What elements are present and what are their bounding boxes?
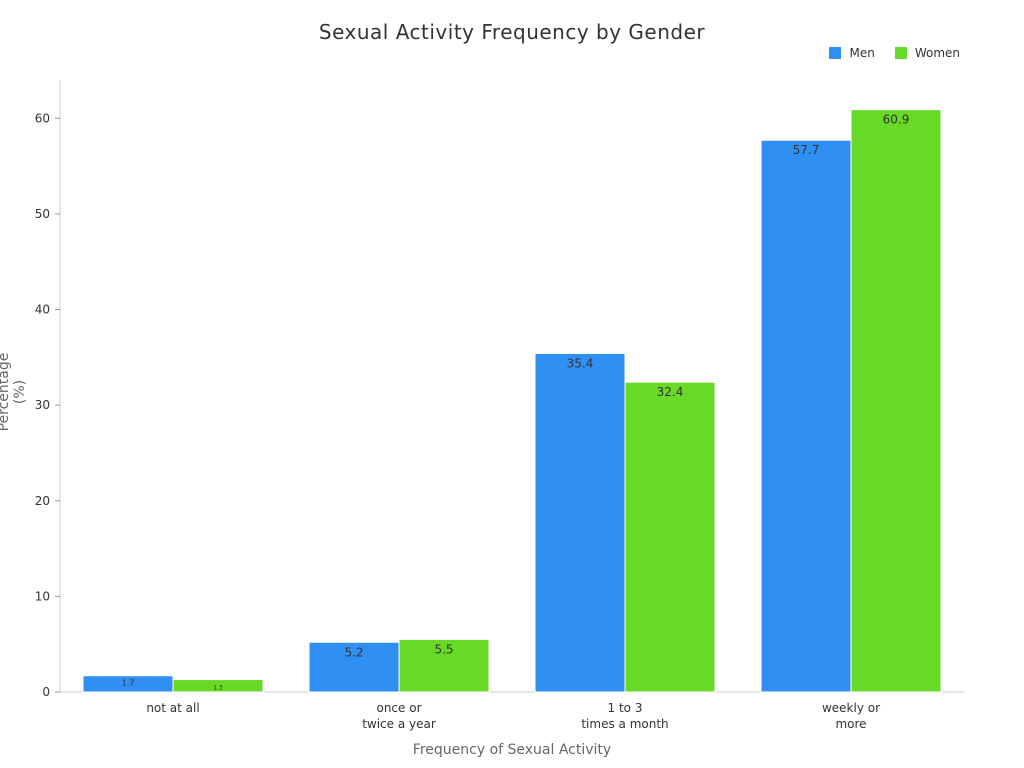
x-tick-label: times a month — [581, 717, 668, 731]
legend-label-men: Men — [849, 46, 875, 60]
data-label: 5.2 — [344, 645, 363, 659]
bar-men-2[interactable] — [534, 352, 626, 693]
data-label: 60.9 — [883, 113, 910, 127]
data-label: 32.4 — [657, 385, 684, 399]
y-tick-label: 40 — [35, 303, 50, 317]
x-tick-label: not at all — [146, 701, 199, 715]
legend-item-women[interactable]: Women — [894, 46, 960, 60]
chart-title: Sexual Activity Frequency by Gender — [318, 20, 706, 44]
data-label: 1.7 — [122, 679, 135, 688]
data-label: 1.3 — [213, 685, 223, 692]
x-axis-label: Frequency of Sexual Activity — [412, 742, 612, 758]
x-tick-label: 1 to 3 — [608, 701, 643, 715]
data-label: 5.5 — [434, 642, 453, 656]
data-label: 35.4 — [567, 356, 594, 370]
legend: Men Women — [829, 46, 960, 60]
bar-men-1[interactable] — [308, 641, 400, 693]
data-label: 57.7 — [793, 143, 820, 157]
bar-women-1[interactable] — [398, 638, 490, 693]
bar-women-3[interactable] — [850, 109, 942, 693]
y-tick-label: 50 — [35, 207, 50, 221]
legend-item-men[interactable]: Men — [829, 46, 875, 60]
y-tick-label: 60 — [35, 111, 50, 125]
x-tick-label: twice a year — [362, 717, 436, 731]
x-tick-label: more — [835, 717, 866, 731]
x-tick-label: weekly or — [822, 701, 880, 715]
y-tick-label: 10 — [35, 589, 50, 603]
y-tick-label: 20 — [35, 494, 50, 508]
bar-women-0[interactable] — [172, 679, 264, 693]
bar-women-2[interactable] — [624, 381, 716, 693]
x-tick-label: once or — [376, 701, 421, 715]
legend-label-women: Women — [914, 46, 960, 60]
bar-men-3[interactable] — [760, 139, 852, 693]
legend-swatch-women — [894, 47, 907, 59]
y-tick-label: 30 — [35, 398, 50, 412]
y-tick-label: 0 — [42, 685, 50, 699]
legend-swatch-men — [829, 47, 842, 59]
